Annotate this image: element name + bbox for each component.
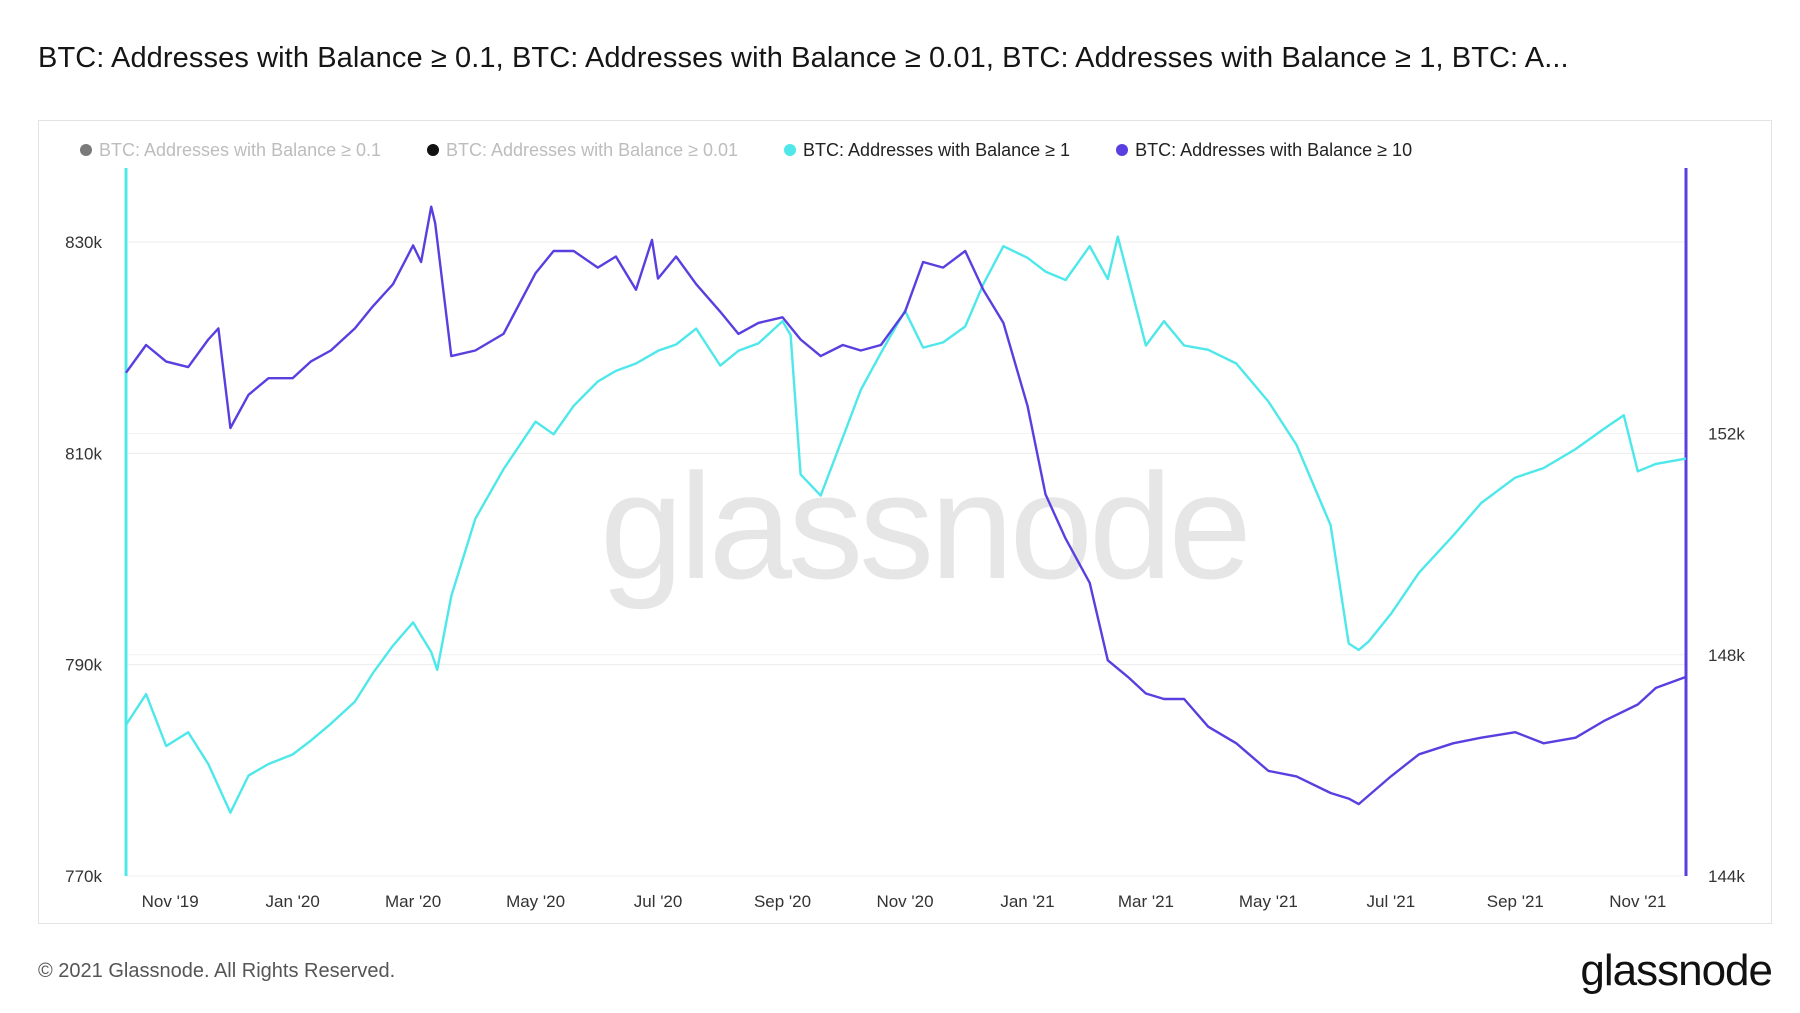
legend-dot-icon [784,144,797,156]
x-tick-label: Nov '19 [142,892,199,911]
x-tick-label: Nov '20 [876,892,933,911]
x-tick-label: May '21 [1239,892,1298,911]
brand-logo: glassnode [1580,946,1773,995]
legend-label: BTC: Addresses with Balance ≥ 10 [1135,139,1413,160]
series-line-balance-1 [124,235,1687,814]
x-tick-label: May '20 [506,892,565,911]
x-tick-label: Nov '21 [1609,892,1666,911]
y-right-tick-label: 144k [1708,867,1745,886]
y-right-tick-label: 148k [1708,646,1745,665]
x-tick-label: Jan '21 [1000,892,1054,911]
chart-legend: BTC: Addresses with Balance ≥ 0.1 BTC: A… [80,138,1458,162]
chart-title: BTC: Addresses with Balance ≥ 0.1, BTC: … [38,42,1569,74]
y-left-tick-label: 810k [65,444,102,463]
watermark: glassnode [600,442,1252,610]
legend-dot-icon [1116,144,1129,156]
legend-label: BTC: Addresses with Balance ≥ 1 [803,139,1071,160]
legend-item-balance-0-01[interactable]: BTC: Addresses with Balance ≥ 0.01 [427,140,738,161]
legend-item-balance-10[interactable]: BTC: Addresses with Balance ≥ 10 [1116,140,1412,161]
legend-label: BTC: Addresses with Balance ≥ 0.1 [99,139,382,160]
x-tick-label: Sep '21 [1487,892,1544,911]
chart-frame [38,120,1772,924]
x-tick-label: Jan '20 [265,892,319,911]
x-tick-label: Jul '21 [1367,892,1416,911]
series-line-balance-10 [125,205,1687,806]
y-left-tick-label: 830k [65,233,102,252]
x-tick-label: Mar '21 [1118,892,1174,911]
y-left-tick-label: 770k [65,867,102,886]
y-left-tick-label: 790k [65,656,102,675]
x-tick-label: Jul '20 [634,892,683,911]
x-tick-label: Mar '20 [385,892,441,911]
x-tick-label: Sep '20 [754,892,811,911]
y-right-tick-label: 152k [1708,425,1745,444]
copyright-footer: © 2021 Glassnode. All Rights Reserved. [38,960,396,982]
legend-item-balance-1[interactable]: BTC: Addresses with Balance ≥ 1 [784,140,1070,161]
legend-dot-icon [80,144,92,156]
legend-label: BTC: Addresses with Balance ≥ 0.01 [446,139,739,160]
legend-item-balance-0-1[interactable]: BTC: Addresses with Balance ≥ 0.1 [80,140,381,161]
legend-dot-icon [427,144,440,156]
